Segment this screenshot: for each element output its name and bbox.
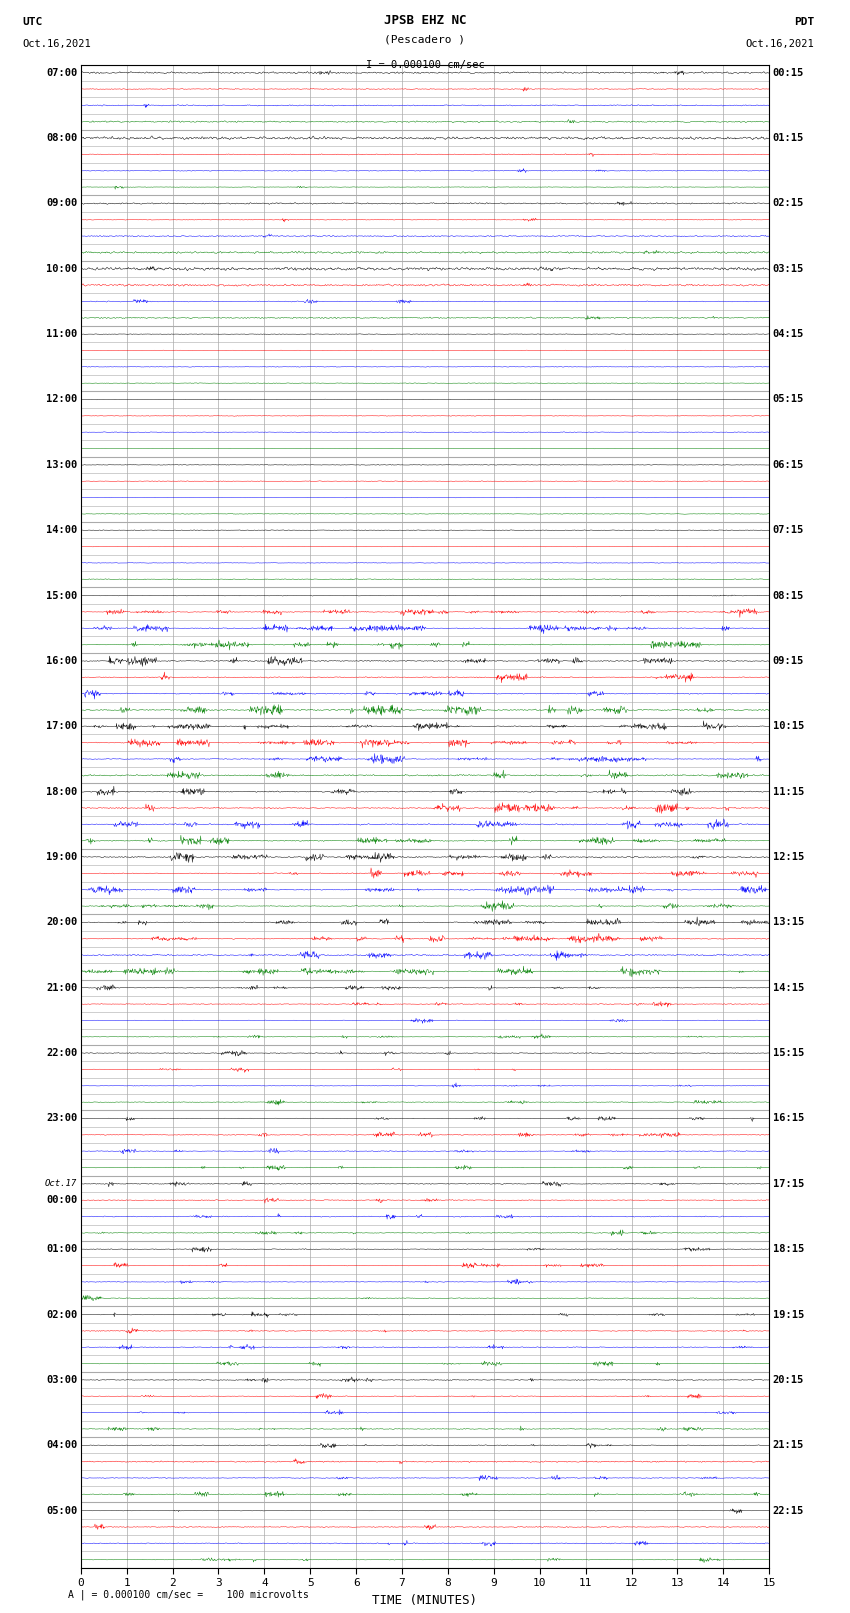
Text: I = 0.000100 cm/sec: I = 0.000100 cm/sec <box>366 60 484 69</box>
Text: 08:00: 08:00 <box>46 132 77 144</box>
Text: (Pescadero ): (Pescadero ) <box>384 35 466 45</box>
Text: 00:15: 00:15 <box>773 68 804 77</box>
Text: 20:00: 20:00 <box>46 918 77 927</box>
Text: 05:15: 05:15 <box>773 395 804 405</box>
Text: 22:00: 22:00 <box>46 1048 77 1058</box>
Text: 18:15: 18:15 <box>773 1244 804 1255</box>
Text: 04:00: 04:00 <box>46 1440 77 1450</box>
Text: Oct.16,2021: Oct.16,2021 <box>22 39 91 50</box>
Text: 14:15: 14:15 <box>773 982 804 992</box>
Text: UTC: UTC <box>22 18 42 27</box>
Text: 05:00: 05:00 <box>46 1505 77 1516</box>
Text: 03:00: 03:00 <box>46 1374 77 1386</box>
Text: 01:00: 01:00 <box>46 1244 77 1255</box>
Text: 12:00: 12:00 <box>46 395 77 405</box>
Text: 07:15: 07:15 <box>773 526 804 536</box>
Text: 13:00: 13:00 <box>46 460 77 469</box>
Text: 15:00: 15:00 <box>46 590 77 600</box>
Text: 23:00: 23:00 <box>46 1113 77 1124</box>
Text: 00:00: 00:00 <box>46 1195 77 1205</box>
Text: A | = 0.000100 cm/sec =    100 microvolts: A | = 0.000100 cm/sec = 100 microvolts <box>68 1589 309 1600</box>
Text: 10:00: 10:00 <box>46 265 77 274</box>
Text: 09:00: 09:00 <box>46 198 77 208</box>
Text: 16:00: 16:00 <box>46 656 77 666</box>
Text: 02:00: 02:00 <box>46 1310 77 1319</box>
Text: 13:15: 13:15 <box>773 918 804 927</box>
Text: 12:15: 12:15 <box>773 852 804 861</box>
Text: 20:15: 20:15 <box>773 1374 804 1386</box>
Text: 11:15: 11:15 <box>773 787 804 797</box>
Text: Oct.17: Oct.17 <box>45 1179 77 1189</box>
Text: 04:15: 04:15 <box>773 329 804 339</box>
Text: 11:00: 11:00 <box>46 329 77 339</box>
Text: PDT: PDT <box>794 18 814 27</box>
Text: Oct.16,2021: Oct.16,2021 <box>745 39 814 50</box>
Text: 19:00: 19:00 <box>46 852 77 861</box>
Text: 10:15: 10:15 <box>773 721 804 731</box>
Text: 06:15: 06:15 <box>773 460 804 469</box>
Text: 21:15: 21:15 <box>773 1440 804 1450</box>
X-axis label: TIME (MINUTES): TIME (MINUTES) <box>372 1594 478 1607</box>
Text: 21:00: 21:00 <box>46 982 77 992</box>
Text: 14:00: 14:00 <box>46 526 77 536</box>
Text: JPSB EHZ NC: JPSB EHZ NC <box>383 15 467 27</box>
Text: 07:00: 07:00 <box>46 68 77 77</box>
Text: 08:15: 08:15 <box>773 590 804 600</box>
Text: 01:15: 01:15 <box>773 132 804 144</box>
Text: 17:00: 17:00 <box>46 721 77 731</box>
Text: 09:15: 09:15 <box>773 656 804 666</box>
Text: 17:15: 17:15 <box>773 1179 804 1189</box>
Text: 22:15: 22:15 <box>773 1505 804 1516</box>
Text: 19:15: 19:15 <box>773 1310 804 1319</box>
Text: 02:15: 02:15 <box>773 198 804 208</box>
Text: 03:15: 03:15 <box>773 265 804 274</box>
Text: 18:00: 18:00 <box>46 787 77 797</box>
Text: 15:15: 15:15 <box>773 1048 804 1058</box>
Text: 16:15: 16:15 <box>773 1113 804 1124</box>
